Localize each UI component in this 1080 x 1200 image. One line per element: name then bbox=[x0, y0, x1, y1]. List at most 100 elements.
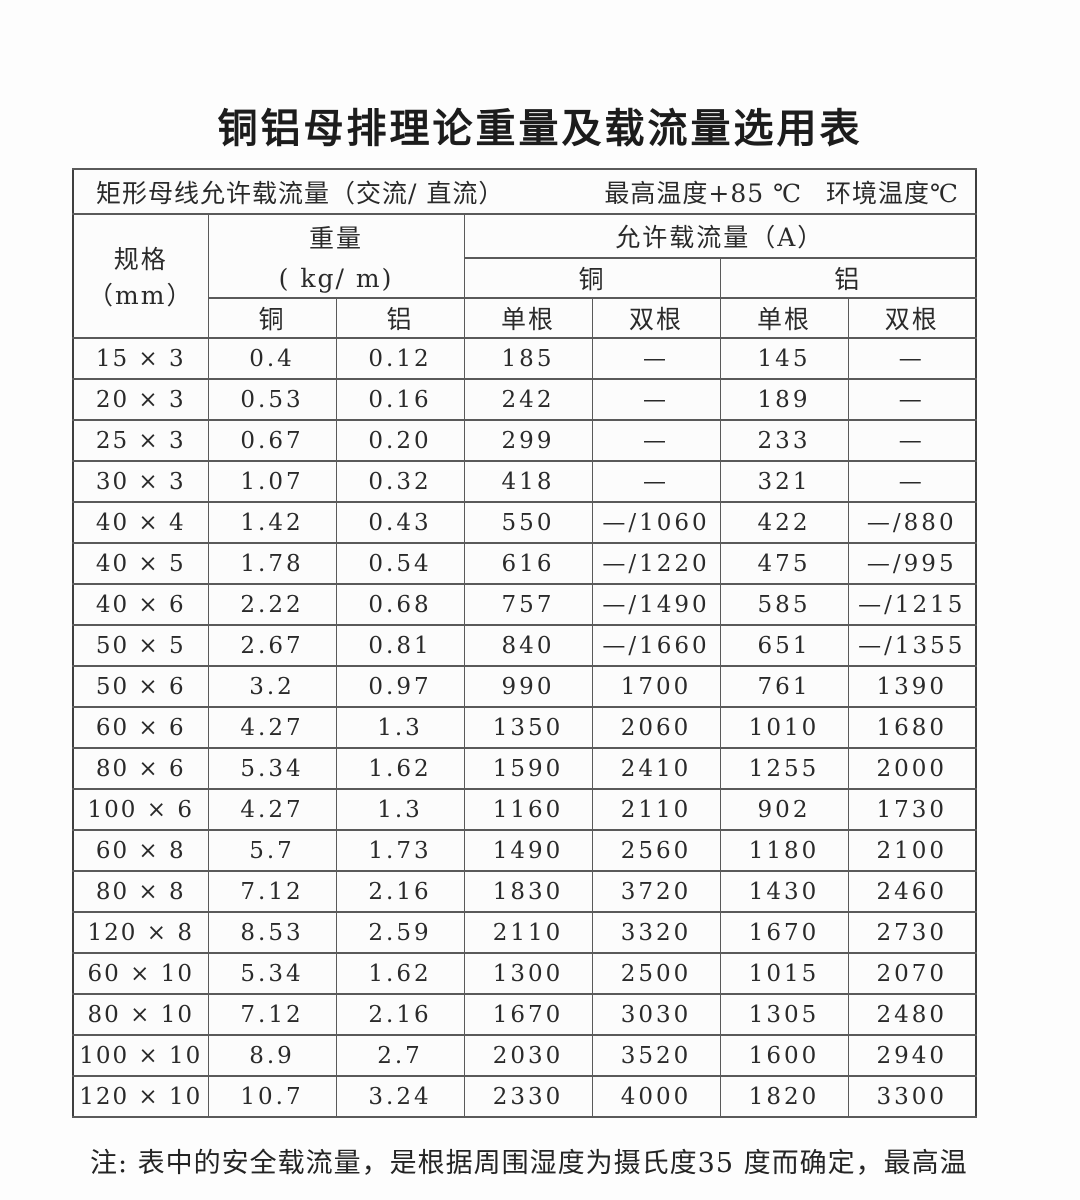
table-row: 120 × 8 8.53 2.59 2110 3320 1670 2730 bbox=[72, 911, 977, 954]
cell-cu-single: 616 bbox=[463, 542, 593, 585]
info-flex: 矩形母线允许载流量（交流/ 直流） 最高温度+85 ℃ 环境温度℃ bbox=[96, 174, 959, 210]
header-weight-unit: ( kg/ m) bbox=[278, 263, 394, 293]
table-row: 15 × 3 0.4 0.12 185—145— bbox=[72, 337, 977, 380]
cell-al-weight: 2.16 bbox=[335, 993, 465, 1036]
header-row-2: 铜 铝 bbox=[73, 257, 977, 299]
cell-cu-double: 2560 bbox=[591, 829, 721, 872]
cell-al-double: 3300 bbox=[847, 1075, 977, 1118]
header-weight-stack: 重量 ( kg/ m) bbox=[209, 215, 464, 297]
cell-spec: 40 × 5 bbox=[72, 542, 209, 585]
table-row: 60 × 6 4.27 1.3 1350 2060 1010 1680 bbox=[72, 706, 977, 749]
cell-al-weight: 0.97 bbox=[335, 665, 465, 708]
cell-al-single: 475 bbox=[719, 542, 849, 585]
cell-spec: 80 × 8 bbox=[72, 870, 209, 913]
page-title: 铜铝母排理论重量及载流量选用表 bbox=[217, 105, 863, 152]
table-row: 40 × 6 2.22 0.68 757 —/1490 585 —/1215 bbox=[72, 583, 977, 626]
cell-al-single: 1010 bbox=[719, 706, 849, 749]
cell-al-single: 1180 bbox=[719, 829, 849, 872]
table-row: 40 × 4 1.42 0.43 550 —/1060 422 —/880 bbox=[72, 501, 977, 544]
cell-cu-weight: 7.12 bbox=[207, 870, 337, 913]
cell-cu-weight: 4.27 bbox=[207, 706, 337, 749]
header-cu-single: 单根 bbox=[463, 297, 593, 339]
cell-spec: 80 × 10 bbox=[72, 993, 209, 1036]
cell-spec: 15 × 3 bbox=[72, 337, 209, 380]
cell-al-double: 2460 bbox=[847, 870, 977, 913]
header-cu-double: 双根 bbox=[591, 297, 721, 339]
cell-cu-double: 3320 bbox=[591, 911, 721, 954]
table-row: 100 × 6 4.27 1.3 1160 2110 902 1730 bbox=[72, 788, 977, 831]
cell-cu-double: 3030 bbox=[591, 993, 721, 1036]
cell-cu-single: 757 bbox=[463, 583, 593, 626]
cell-cu-single: 1830 bbox=[463, 870, 593, 913]
cell-spec: 60 × 10 bbox=[72, 952, 209, 995]
cell-al-single: 761 bbox=[719, 665, 849, 708]
table-row: 80 × 8 7.12 2.16 1830 3720 1430 2460 bbox=[72, 870, 977, 913]
header-ampacity-aluminum: 铝 bbox=[719, 257, 977, 299]
cell-al-double: 2730 bbox=[847, 911, 977, 954]
cell-spec: 50 × 5 bbox=[72, 624, 209, 667]
cell-cu-weight: 7.12 bbox=[207, 993, 337, 1036]
cell-cu-double: 2060 bbox=[591, 706, 721, 749]
cell-al-single: 1015 bbox=[719, 952, 849, 995]
cell-cu-weight: 5.34 bbox=[207, 747, 337, 790]
cell-al-single: 321 bbox=[719, 460, 849, 503]
table-row: 30 × 3 1.07 0.32 418—321— bbox=[72, 460, 977, 503]
cell-spec: 120 × 8 bbox=[72, 911, 209, 954]
cell-cu-weight: 0.53 bbox=[207, 378, 337, 421]
cell-al-single: 233 bbox=[719, 419, 849, 462]
cell-al-weight: 0.32 bbox=[335, 460, 465, 503]
table-row: 60 × 8 5.7 1.73 1490 2560 1180 2100 bbox=[72, 829, 977, 872]
cell-al-weight: 0.20 bbox=[335, 419, 465, 462]
cell-cu-weight: 1.42 bbox=[207, 501, 337, 544]
cell-al-double: 1680 bbox=[847, 706, 977, 749]
info-row: 矩形母线允许载流量（交流/ 直流） 最高温度+85 ℃ 环境温度℃ bbox=[72, 168, 977, 215]
cell-al-double: —/880 bbox=[847, 501, 977, 544]
cell-cu-weight: 4.27 bbox=[207, 788, 337, 831]
cell-al-weight: 0.43 bbox=[335, 501, 465, 544]
table-row: 60 × 10 5.34 1.62 1300 2500 1015 2070 bbox=[72, 952, 977, 995]
cell-al-weight: 0.12 bbox=[335, 337, 465, 380]
table-header: 矩形母线允许载流量（交流/ 直流） 最高温度+85 ℃ 环境温度℃ 规格（mm）… bbox=[72, 168, 977, 339]
cell-al-double: 2940 bbox=[847, 1034, 977, 1077]
cell-al-weight: 2.7 bbox=[335, 1034, 465, 1077]
cell-al-weight: 1.62 bbox=[335, 747, 465, 790]
cell-spec: 40 × 4 bbox=[72, 501, 209, 544]
cell-cu-single: 2330 bbox=[463, 1075, 593, 1118]
cell-cu-weight: 1.07 bbox=[207, 460, 337, 503]
cell-cu-single: 840 bbox=[463, 624, 593, 667]
cell-al-weight: 2.59 bbox=[335, 911, 465, 954]
cell-cu-single: 418 bbox=[463, 460, 593, 503]
cell-cu-single: 550 bbox=[463, 501, 593, 544]
cell-al-weight: 1.3 bbox=[335, 788, 465, 831]
cell-cu-double: — bbox=[591, 460, 721, 503]
cell-cu-double: — bbox=[591, 337, 721, 380]
cell-cu-weight: 8.53 bbox=[207, 911, 337, 954]
cell-al-single: 902 bbox=[719, 788, 849, 831]
busbar-table: 矩形母线允许载流量（交流/ 直流） 最高温度+85 ℃ 环境温度℃ 规格（mm）… bbox=[72, 168, 977, 1118]
table-body: 15 × 3 0.4 0.12 185—145—20 × 3 0.53 0.16 242—1… bbox=[72, 337, 977, 1118]
cell-cu-weight: 3.2 bbox=[207, 665, 337, 708]
header-weight-aluminum: 铝 bbox=[335, 297, 465, 339]
header-weight: 重量 ( kg/ m) bbox=[207, 213, 465, 299]
cell-cu-single: 2110 bbox=[463, 911, 593, 954]
cell-al-single: 1820 bbox=[719, 1075, 849, 1118]
table-row: 20 × 3 0.53 0.16 242—189— bbox=[72, 378, 977, 421]
cell-al-single: 1670 bbox=[719, 911, 849, 954]
table-row: 50 × 6 3.2 0.97 990 1700 761 1390 bbox=[72, 665, 977, 708]
cell-cu-weight: 1.78 bbox=[207, 542, 337, 585]
info-cell: 矩形母线允许载流量（交流/ 直流） 最高温度+85 ℃ 环境温度℃ bbox=[72, 168, 977, 215]
header-spec: 规格（mm） bbox=[72, 213, 209, 339]
cell-spec: 120 × 10 bbox=[72, 1075, 209, 1118]
header-row-1: 规格（mm） 重量 ( kg/ m) 允许载流量（A） bbox=[72, 213, 977, 339]
cell-al-single: 422 bbox=[719, 501, 849, 544]
cell-spec: 100 × 10 bbox=[72, 1034, 209, 1077]
cell-cu-double: —/1060 bbox=[591, 501, 721, 544]
cell-cu-double: 4000 bbox=[591, 1075, 721, 1118]
cell-cu-double: —/1490 bbox=[591, 583, 721, 626]
cell-al-double: — bbox=[847, 460, 977, 503]
cell-al-weight: 3.24 bbox=[335, 1075, 465, 1118]
cell-cu-double: —/1660 bbox=[591, 624, 721, 667]
cell-spec: 100 × 6 bbox=[72, 788, 209, 831]
cell-al-double: —/1355 bbox=[847, 624, 977, 667]
cell-cu-weight: 10.7 bbox=[207, 1075, 337, 1118]
